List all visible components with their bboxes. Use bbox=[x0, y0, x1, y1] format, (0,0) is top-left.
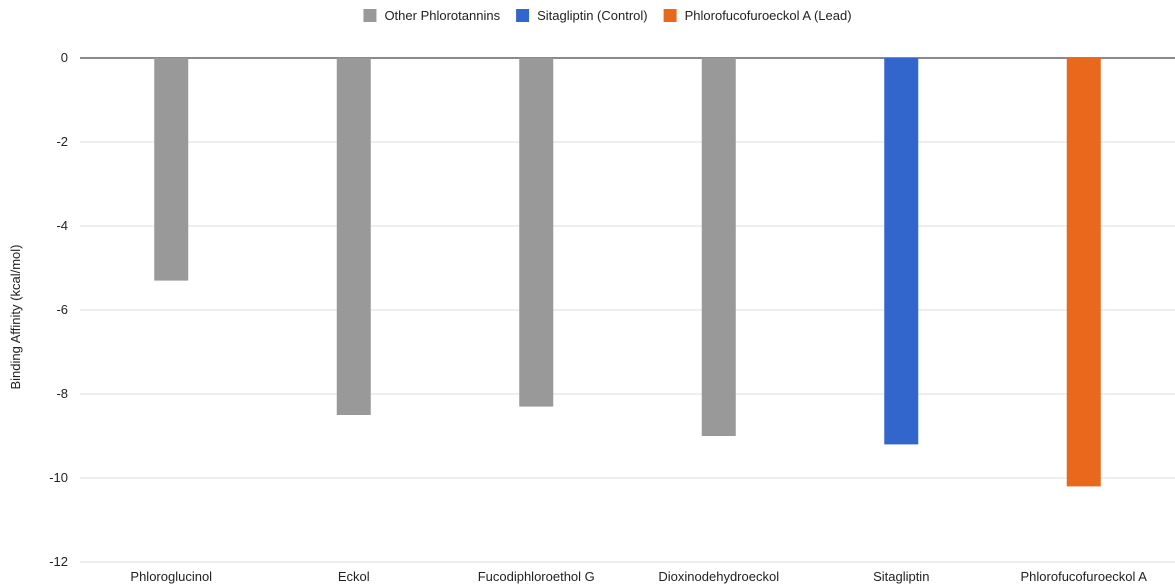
x-tick-label: Phloroglucinol bbox=[130, 569, 212, 584]
bar bbox=[519, 58, 554, 407]
legend-swatch bbox=[363, 9, 377, 22]
y-axis-label: Binding Affinity (kcal/mol) bbox=[8, 245, 23, 390]
x-tick-label: Eckol bbox=[338, 569, 370, 584]
y-tick-label: -12 bbox=[49, 554, 68, 569]
y-tick-label: -6 bbox=[56, 302, 68, 317]
bar bbox=[336, 58, 371, 415]
y-tick-label: -2 bbox=[56, 134, 68, 149]
bar bbox=[701, 58, 736, 436]
legend-swatch bbox=[663, 9, 677, 22]
y-tick-label: -4 bbox=[56, 218, 68, 233]
bars bbox=[154, 58, 1101, 487]
bar bbox=[884, 58, 919, 445]
x-tick-label: Phlorofucofuroeckol A bbox=[1021, 569, 1148, 584]
x-axis-labels: Phloroglucinol Eckol Fucodiphloroethol G Di… bbox=[130, 569, 1147, 584]
y-tick-label: -10 bbox=[49, 470, 68, 485]
y-axis-ticks: 0 -2 -4 -6 -8 -10 -12 bbox=[49, 50, 68, 569]
legend: Other Phlorotannins Sitagliptin (Control)… bbox=[363, 8, 852, 23]
y-tick-label: 0 bbox=[61, 50, 68, 65]
x-tick-label: Fucodiphloroethol G bbox=[478, 569, 595, 584]
legend-label: Other Phlorotannins bbox=[384, 8, 500, 23]
bar bbox=[1066, 58, 1101, 487]
legend-label: Phlorofucofuroeckol A (Lead) bbox=[685, 8, 852, 23]
gridlines bbox=[80, 57, 1175, 563]
bar bbox=[154, 58, 189, 281]
legend-label: Sitagliptin (Control) bbox=[537, 8, 648, 23]
y-tick-label: -8 bbox=[56, 386, 68, 401]
legend-swatch bbox=[516, 9, 530, 22]
x-tick-label: Sitagliptin bbox=[873, 569, 929, 584]
x-tick-label: Dioxinodehydroeckol bbox=[658, 569, 779, 584]
